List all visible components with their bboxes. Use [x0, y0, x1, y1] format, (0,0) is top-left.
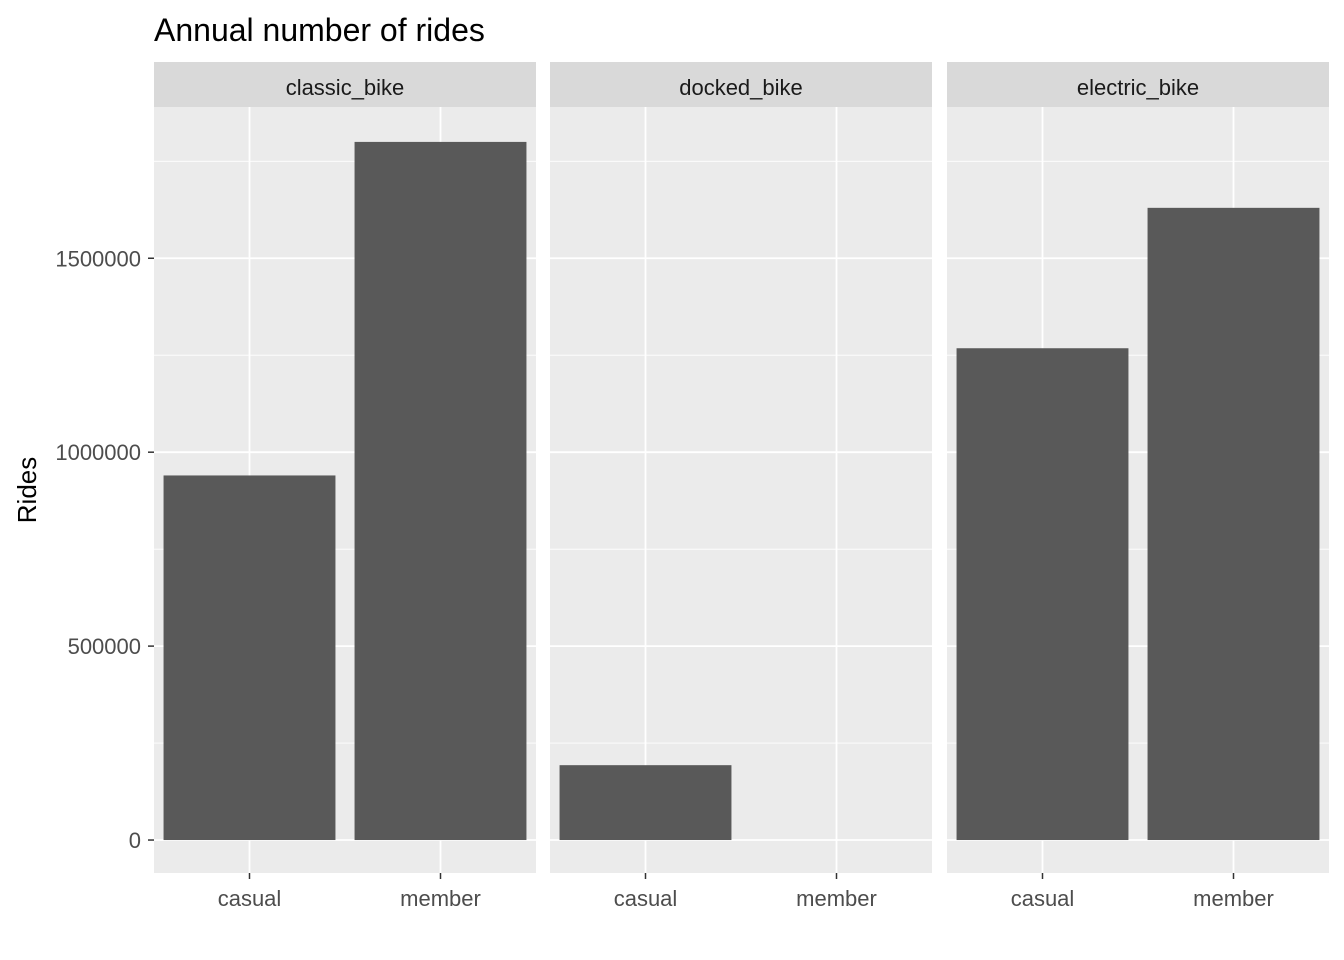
y-axis: 0 500000 1000000 1500000 [55, 246, 154, 853]
y-tick-label: 500000 [68, 634, 141, 659]
x-tick-label: member [796, 886, 877, 911]
bar-electric_bike-member [1147, 207, 1320, 841]
panel-background [550, 107, 932, 873]
facet-strip [154, 62, 536, 107]
bar-classic_bike-member [354, 141, 527, 841]
x-tick-label: casual [218, 886, 282, 911]
bar-electric_bike-casual [956, 348, 1129, 841]
y-tick-label: 0 [129, 828, 141, 853]
chart-title: Annual number of rides [154, 12, 485, 48]
x-tick-label: casual [1011, 886, 1075, 911]
facet-strip [550, 62, 932, 107]
x-tick-label: casual [614, 886, 678, 911]
x-tick-label: member [1193, 886, 1274, 911]
facet-strip [947, 62, 1329, 107]
y-axis-title: Rides [12, 457, 42, 523]
facet-strip-label: electric_bike [1077, 75, 1199, 100]
bar-docked_bike-casual [559, 765, 732, 841]
facet-strip-label: docked_bike [679, 75, 803, 100]
x-tick-label: member [400, 886, 481, 911]
y-tick-label: 1500000 [55, 246, 141, 271]
facet-strip-label: classic_bike [286, 75, 405, 100]
bar-classic_bike-casual [163, 475, 336, 841]
y-tick-label: 1000000 [55, 440, 141, 465]
